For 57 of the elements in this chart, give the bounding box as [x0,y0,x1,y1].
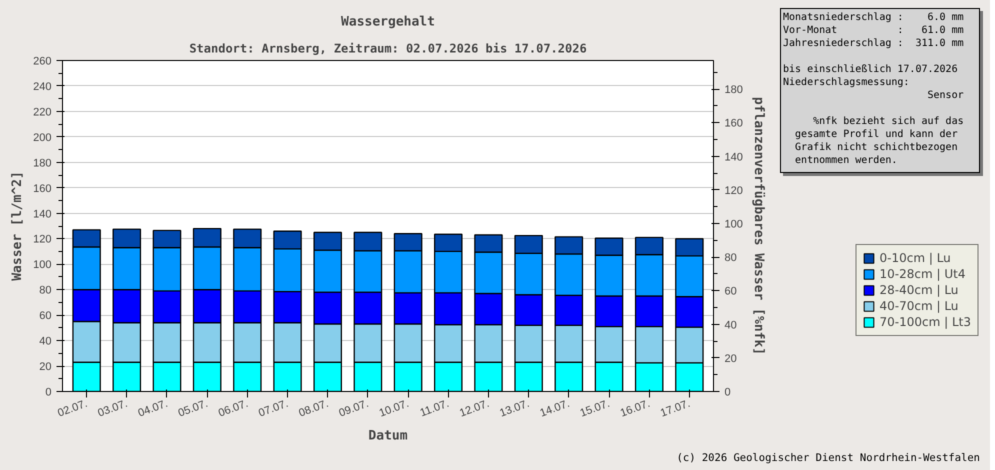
x-tick-label: 15.07. [578,398,612,420]
x-tick-label: 13.07. [498,398,532,420]
x-tick-label: 06.07. [216,398,250,420]
y2-tick-label: 60 [724,286,737,298]
y2-tick-label: 80 [724,252,737,264]
y2-axis-title: pflanzenverfügbares Wasser [%nfk] [750,96,766,356]
y-axis-title: Wasser [l/m^2] [10,171,26,281]
legend-label: 10-28cm | Ut4 [880,267,966,281]
chart-title: Wassergehalt [341,14,435,30]
x-axis-title: Datum [368,428,408,444]
y-tick-label: 220 [33,106,52,118]
legend-label: 0-10cm | Lu [880,251,951,265]
y-tick-label: 40 [39,336,52,348]
y2-tick-label: 160 [724,118,743,130]
legend-label: 40-70cm | Lu [880,299,958,313]
x-tick-label: 04.07. [136,398,170,420]
y2-tick-label: 100 [724,218,743,230]
y-tick-label: 80 [39,284,52,297]
chart-subtitle: Standort: Arnsberg, Zeitraum: 02.07.2026 bis 17.07.2026 [189,42,587,56]
y-tick-label: 0 [45,386,52,398]
y2-tick-label: 0 [724,386,731,398]
y-tick-label: 260 [33,56,52,68]
x-tick-label: 12.07. [458,398,491,420]
y2-tick-label: 140 [724,151,743,164]
text: Niederschlagsmessung: Sensor [783,77,964,101]
y-tick-label: 60 [39,310,52,322]
x-tick-label: 03.07. [96,398,130,420]
x-tick-label: 02.07. [56,398,90,420]
x-tick-label: 07.07. [257,398,290,420]
text: Jahresniederschlag : 311.0 mm [783,38,964,49]
x-tick-label: 16.07. [618,398,652,420]
y-tick-label: 100 [33,259,52,272]
text: Monatsniederschlag : 6.0 mm [783,12,964,23]
y2-tick-label: 180 [724,84,743,96]
x-tick-label: 14.07. [538,398,572,420]
text: (c) 2026 Geologischer Dienst Nordrhein-Westfalen [676,451,980,466]
x-tick-label: 11.07. [418,398,451,420]
y-tick-label: 180 [33,157,52,170]
x-tick-label: 09.07. [337,398,370,420]
y-tick-label: 20 [39,361,52,374]
text: %nfk bezieht sich auf das gesamte Profil und kann der Grafik nicht schichtbezogen entnommen werden. [795,116,964,166]
y-tick-label: 200 [33,132,52,144]
x-tick-label: 10.07. [378,398,411,420]
y2-tick-label: 120 [724,184,743,197]
x-tick-label: 08.07. [297,398,330,420]
x-tick-label: 05.07. [176,398,210,420]
legend-label: 70-100cm | Lt3 [880,315,971,329]
y-tick-label: 120 [33,234,52,246]
y2-tick-label: 40 [724,319,737,332]
y-tick-label: 240 [33,80,52,93]
y-tick-label: 160 [33,182,52,195]
x-tick-label: 17.07. [658,398,692,420]
legend-label: 28-40cm | Lu [880,283,958,297]
y-tick-label: 140 [33,208,52,220]
y2-tick-label: 20 [724,352,737,365]
text: bis einschließlich 17.07.2026 [783,64,958,75]
text: Vor-Monat : 61.0 mm [783,25,964,36]
